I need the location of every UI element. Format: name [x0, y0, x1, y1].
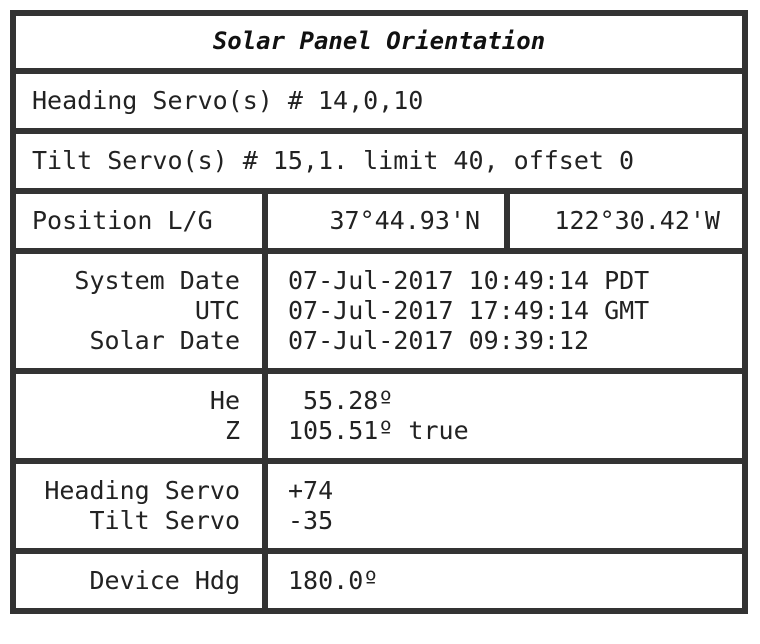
- heading-servo-value: +74: [288, 476, 334, 505]
- table-border-right: [742, 10, 748, 614]
- row-divider: [10, 128, 748, 134]
- solar-date-value: 07-Jul-2017 09:39:12: [288, 326, 590, 355]
- system-date-label: System Date: [74, 266, 240, 295]
- tilt-servo-label: Tilt Servo: [89, 506, 240, 535]
- heading-servos-line: Heading Servo(s) # 14,0,10: [32, 86, 424, 115]
- heading-servo-label: Heading Servo: [44, 476, 240, 505]
- row-divider: [10, 458, 748, 464]
- he-label: He: [209, 386, 240, 415]
- z-value: 105.51º true: [288, 416, 469, 445]
- solar-date-label: Solar Date: [89, 326, 240, 355]
- row-divider: [10, 248, 748, 254]
- row-divider: [10, 188, 748, 194]
- position-label: Position L/G: [32, 206, 213, 235]
- row-divider: [10, 68, 748, 74]
- table-border-bottom: [10, 608, 748, 614]
- row-divider: [10, 368, 748, 374]
- page-title: Solar Panel Orientation: [212, 27, 546, 55]
- he-value: 55.28º: [288, 386, 394, 415]
- table-border-top: [10, 10, 748, 16]
- system-date-value: 07-Jul-2017 10:49:14 PDT: [288, 266, 650, 295]
- z-label: Z: [224, 416, 240, 445]
- tilt-servos-line: Tilt Servo(s) # 15,1. limit 40, offset 0: [32, 146, 635, 175]
- tilt-servo-value: -35: [288, 506, 334, 535]
- latitude-value: 37°44.93'N: [329, 206, 480, 235]
- column-divider: [504, 188, 510, 254]
- solar-panel-orientation-table: Solar Panel Orientation Heading Servo(s)…: [10, 10, 748, 614]
- table-border-left: [10, 10, 16, 614]
- utc-value: 07-Jul-2017 17:49:14 GMT: [288, 296, 650, 325]
- column-divider: [262, 188, 268, 614]
- longitude-value: 122°30.42'W: [554, 206, 720, 235]
- device-hdg-value: 180.0º: [288, 566, 379, 595]
- utc-label: UTC: [194, 296, 240, 325]
- device-hdg-label: Device Hdg: [89, 566, 240, 595]
- row-divider: [10, 548, 748, 554]
